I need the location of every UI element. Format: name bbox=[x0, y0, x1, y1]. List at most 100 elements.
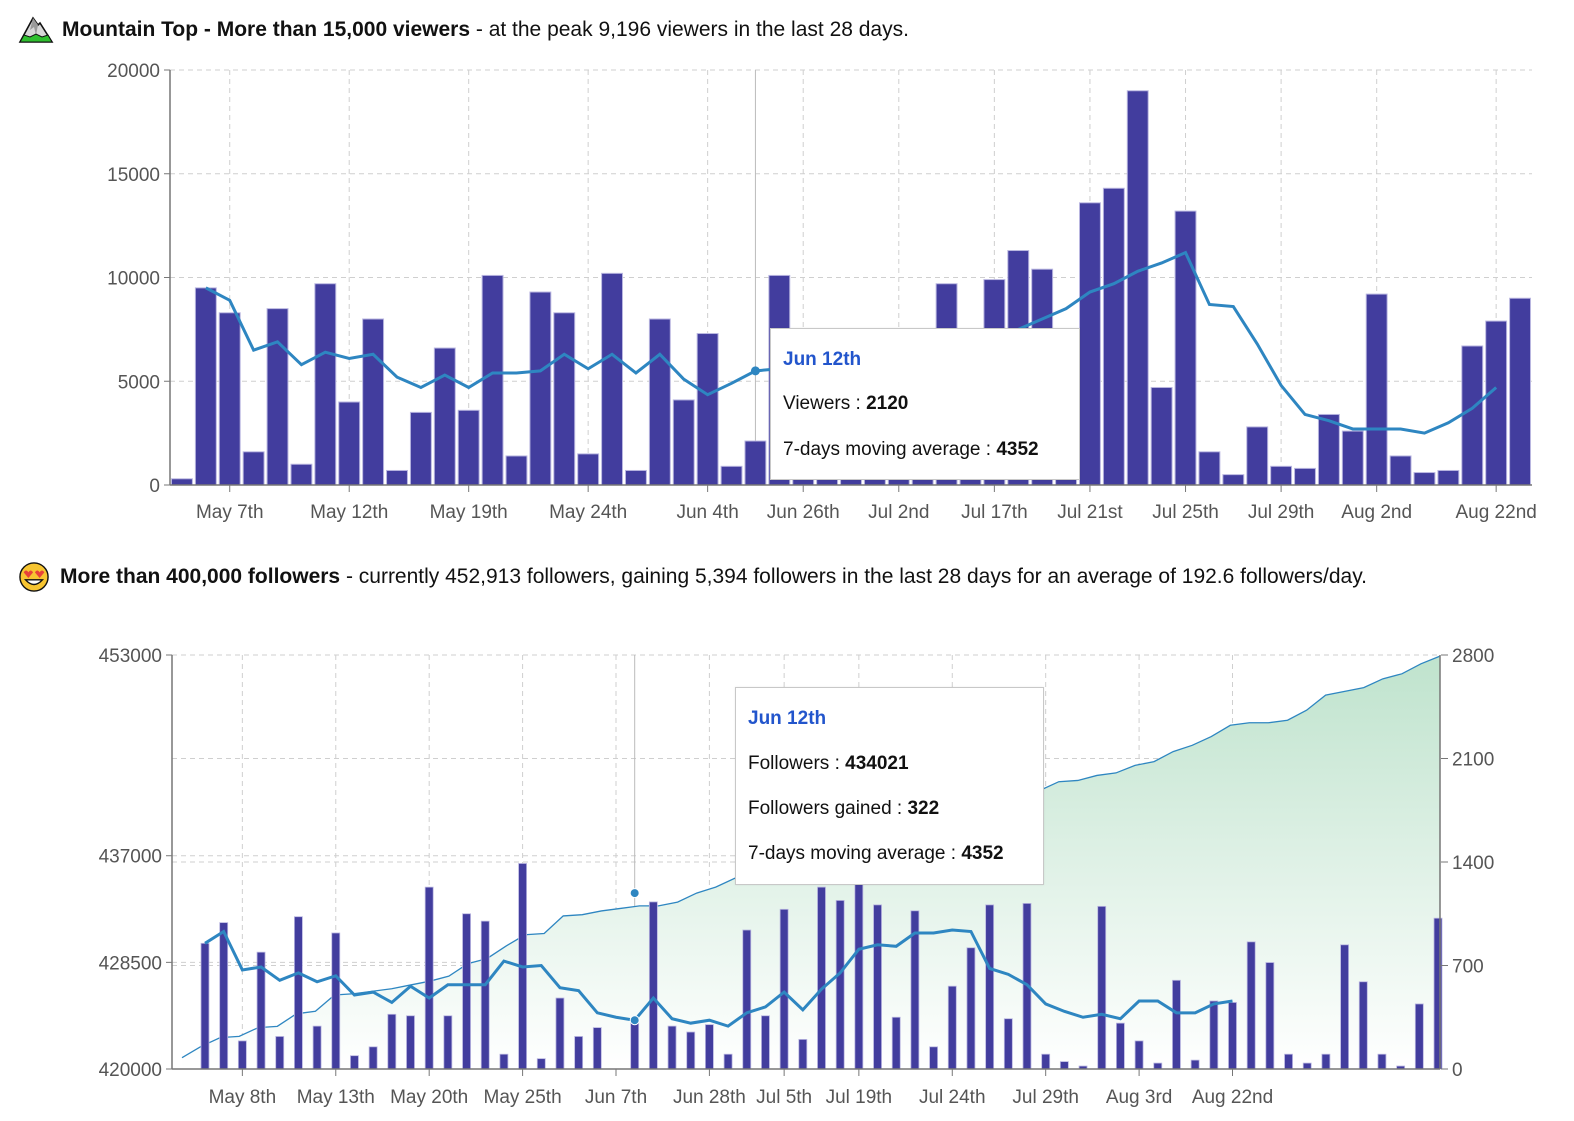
followers-gained-bar bbox=[705, 1024, 714, 1070]
moving-average-path bbox=[204, 928, 1233, 1028]
followers-gained-bar bbox=[1414, 1003, 1424, 1070]
x-tick-label: May 20th bbox=[390, 1087, 468, 1108]
followers-gained-bar bbox=[1377, 1053, 1387, 1070]
followers-gained-bar bbox=[312, 1025, 322, 1070]
followers-gained-bar bbox=[1433, 917, 1443, 1070]
left-y-tick-label: 420000 bbox=[99, 1060, 162, 1081]
mountain-icon bbox=[18, 16, 54, 44]
x-tick-label: May 13th bbox=[297, 1087, 375, 1108]
followers-gained-bar bbox=[1246, 941, 1256, 1070]
left-y-tick-label: 437000 bbox=[99, 847, 162, 868]
tooltip-value: 322 bbox=[907, 798, 940, 819]
followers-gained-bar bbox=[817, 886, 826, 1070]
followers-moving-average-line bbox=[204, 888, 1233, 1028]
followers-gained-bar bbox=[929, 1046, 938, 1070]
right-y-tick-label: 0 bbox=[1452, 1060, 1463, 1081]
x-tick-label: Aug 3rd bbox=[1106, 1087, 1173, 1108]
x-tick-label: Jul 19th bbox=[826, 1087, 893, 1108]
followers-gained-bar bbox=[331, 932, 341, 1070]
tooltip-date: Jun 12th bbox=[783, 349, 862, 370]
followers-gained-bar bbox=[368, 1046, 378, 1070]
left-y-tick-label: 428500 bbox=[99, 953, 162, 974]
followers-gained-bar bbox=[1116, 1022, 1125, 1070]
followers-gained-bar bbox=[667, 1025, 677, 1070]
y-tick-label: 10000 bbox=[107, 269, 160, 290]
followers-gained-bar bbox=[480, 920, 490, 1070]
viewers-chart-axes: 0 5000 10000 15000 20000 May 7th May 12th May 1… bbox=[107, 61, 1537, 523]
x-tick-label: Jul 25th bbox=[1152, 502, 1219, 523]
right-y-tick-label: 2100 bbox=[1452, 750, 1494, 771]
tooltip-label: Viewers : bbox=[783, 393, 867, 414]
followers-gained-bar bbox=[1134, 1040, 1144, 1070]
viewers-tooltip: Jun 12th Viewers : 2120 7-days moving av… bbox=[770, 328, 1080, 480]
followers-gained-bar bbox=[798, 1039, 808, 1070]
followers-gained-bar bbox=[1041, 1053, 1051, 1070]
followers-headline: More than 400,000 followers - currently … bbox=[16, 559, 1536, 595]
followers-gained-bar bbox=[200, 942, 210, 1070]
followers-gained-bar bbox=[779, 908, 789, 1070]
followers-chart-axes: 0 700 1400 2100 2800 420000 428500 437000 453000… bbox=[99, 646, 1495, 1108]
tooltip-gained-row: Followers gained : 322 bbox=[748, 798, 939, 820]
followers-tooltip: Jun 12th Followers : 434021 Followers ga… bbox=[735, 687, 1044, 885]
followers-gained-bar bbox=[424, 886, 434, 1070]
followers-gained-bar bbox=[275, 1036, 285, 1070]
left-y-tick-label: 453000 bbox=[99, 646, 162, 667]
tooltip-average-row: 7-days moving average : 4352 bbox=[748, 843, 1004, 865]
x-tick-label: Jun 28th bbox=[673, 1087, 746, 1108]
x-tick-label: May 12th bbox=[310, 502, 388, 523]
followers-gained-bar bbox=[1097, 905, 1107, 1070]
followers-gained-bar bbox=[966, 947, 976, 1070]
followers-headline-bold: More than 400,000 followers bbox=[60, 565, 341, 588]
followers-gained-bar bbox=[723, 1053, 733, 1070]
followers-gained-bar bbox=[574, 1036, 584, 1070]
followers-hover-point bbox=[629, 888, 640, 899]
followers-gained-bar bbox=[648, 901, 658, 1070]
followers-gained-bar bbox=[686, 1031, 696, 1070]
followers-gained-bar bbox=[1172, 979, 1181, 1070]
heart-eyes-emoji-icon bbox=[19, 562, 49, 593]
followers-gained-bar bbox=[947, 985, 957, 1070]
followers-gained-bar bbox=[1265, 962, 1275, 1070]
tooltip-date: Jun 12th bbox=[748, 708, 827, 729]
followers-gained-bar bbox=[985, 904, 995, 1070]
x-tick-label: Jul 17th bbox=[961, 502, 1028, 523]
followers-gained-bar bbox=[387, 1013, 397, 1070]
followers-gained-bar bbox=[1209, 1000, 1219, 1070]
followers-gained-bar bbox=[873, 904, 882, 1070]
tooltip-value: 4352 bbox=[996, 439, 1039, 460]
followers-gained-bar bbox=[742, 929, 752, 1070]
followers-gained-bar bbox=[406, 1015, 415, 1070]
x-tick-label: May 25th bbox=[484, 1087, 562, 1108]
x-tick-label: May 8th bbox=[209, 1087, 277, 1108]
x-tick-label: May 7th bbox=[196, 502, 264, 523]
tooltip-label: 7-days moving average : bbox=[783, 439, 997, 460]
y-tick-label: 15000 bbox=[107, 165, 160, 186]
x-tick-label: Jul 5th bbox=[756, 1087, 812, 1108]
tooltip-value: 4352 bbox=[961, 843, 1004, 864]
viewers-headline-bold: Mountain Top - More than 15,000 viewers bbox=[62, 18, 471, 41]
x-tick-label: Jul 29th bbox=[1248, 502, 1315, 523]
followers-gained-bars bbox=[200, 863, 1443, 1070]
x-tick-label: Jul 24th bbox=[919, 1087, 986, 1108]
x-tick-label: Jul 29th bbox=[1012, 1087, 1079, 1108]
followers-gained-bar bbox=[761, 1015, 770, 1070]
x-tick-label: Jun 7th bbox=[585, 1087, 647, 1108]
tooltip-followers-row: Followers : 434021 bbox=[748, 753, 909, 775]
followers-area-fill bbox=[182, 656, 1440, 1069]
followers-gained-bar bbox=[1228, 1002, 1237, 1070]
followers-gained-bar bbox=[1190, 1059, 1200, 1070]
x-tick-label: Aug 22nd bbox=[1192, 1087, 1273, 1108]
tooltip-viewers-row: Viewers : 2120 bbox=[783, 393, 908, 415]
x-tick-label: Jul 21st bbox=[1057, 502, 1123, 523]
tooltip-value: 434021 bbox=[845, 753, 909, 774]
followers-gained-bar bbox=[350, 1055, 359, 1070]
tooltip-label: 7-days moving average : bbox=[748, 843, 962, 864]
viewers-headline-text: - at the peak 9,196 viewers in the last … bbox=[470, 18, 909, 41]
followers-gained-bar bbox=[443, 1015, 453, 1070]
y-tick-label: 0 bbox=[149, 476, 160, 497]
x-tick-label: Jul 2nd bbox=[868, 502, 929, 523]
followers-gained-bar bbox=[1059, 1061, 1069, 1070]
x-tick-label: Jun 26th bbox=[767, 502, 840, 523]
followers-gained-bar bbox=[1358, 981, 1368, 1070]
